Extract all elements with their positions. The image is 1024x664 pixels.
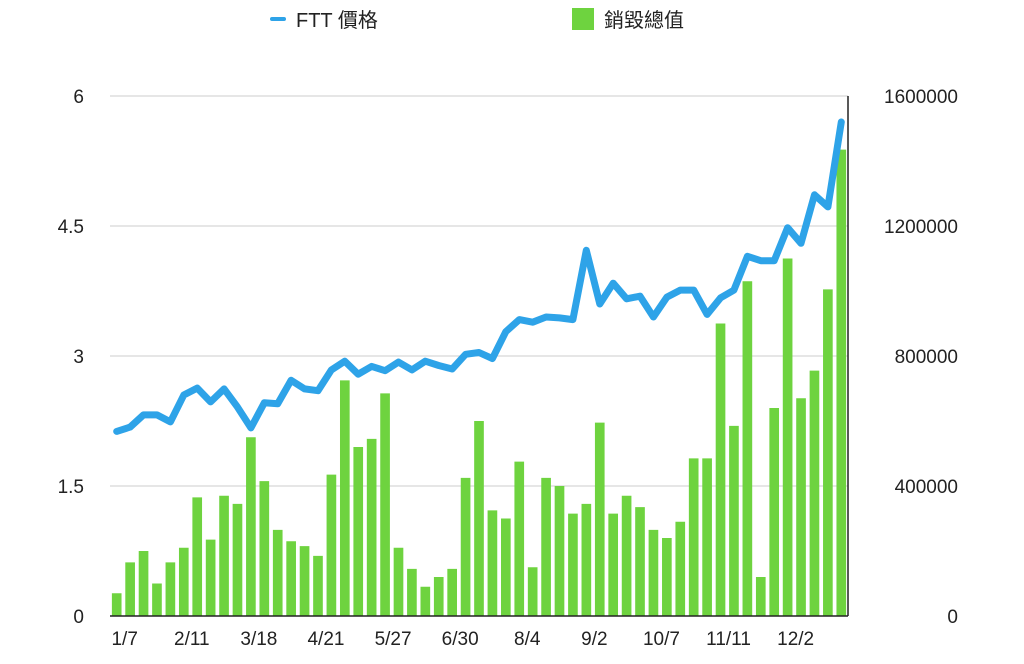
burn-value-bar bbox=[688, 458, 699, 616]
burn-value-bar bbox=[353, 447, 364, 616]
burn-value-bar bbox=[165, 562, 176, 616]
left-axis-tick-label: 6 bbox=[73, 87, 84, 108]
burn-value-bar bbox=[662, 538, 672, 616]
legend-box-swatch bbox=[572, 7, 594, 30]
burn-value-bar bbox=[447, 568, 457, 616]
burn-value-bar bbox=[648, 529, 659, 616]
x-axis-tick-label: 12/2 bbox=[777, 629, 814, 650]
x-axis-tick-label: 10/7 bbox=[643, 629, 680, 650]
burn-value-bar bbox=[380, 393, 390, 616]
burn-value-bar bbox=[755, 577, 766, 616]
burn-value-bar bbox=[205, 539, 216, 616]
burn-value-bar bbox=[152, 583, 162, 616]
burn-value-bar bbox=[554, 486, 565, 616]
x-axis-tick-label: 5/27 bbox=[375, 629, 412, 650]
burn-value-bar bbox=[286, 541, 296, 616]
left-axis-tick-label: 0 bbox=[73, 607, 84, 628]
ftt-price-series-line bbox=[113, 118, 845, 435]
axes bbox=[110, 96, 849, 617]
x-axis-tick-label: 2/11 bbox=[174, 629, 210, 650]
burn-value-bar bbox=[635, 507, 645, 616]
burn-value-bar bbox=[581, 503, 592, 616]
burn-value-bar bbox=[420, 586, 431, 616]
burn-value-bar bbox=[246, 437, 256, 616]
burn-value-bar bbox=[125, 562, 135, 616]
burn-value-bar bbox=[675, 521, 686, 616]
legend-line-swatch bbox=[270, 16, 286, 21]
burn-value-bar bbox=[339, 380, 350, 616]
burn-value-bar bbox=[219, 495, 229, 616]
burn-value-bar bbox=[366, 438, 377, 616]
burn-value-bar bbox=[541, 477, 551, 616]
left-axis-tick-label: 4.5 bbox=[58, 217, 84, 238]
burn-value-bar bbox=[501, 518, 511, 616]
left-axis-tick-label: 1.5 bbox=[58, 477, 84, 498]
legend-item-ftt-price: FTT 價格 bbox=[270, 4, 378, 33]
burn-value-bar bbox=[715, 323, 726, 616]
burn-value-bar bbox=[433, 577, 444, 616]
burn-value-bar bbox=[809, 370, 820, 616]
left-axis-tick-label: 3 bbox=[73, 347, 84, 368]
burn-value-bar bbox=[568, 513, 578, 616]
burn-value-bar bbox=[702, 458, 712, 616]
burn-value-bar bbox=[178, 547, 189, 616]
burn-value-bar bbox=[474, 421, 484, 616]
legend: FTT 價格 銷毀總值 bbox=[0, 4, 1024, 34]
right-axis-tick-label: 800000 bbox=[895, 347, 958, 368]
x-axis-tick-label: 8/4 bbox=[514, 629, 541, 650]
legend-label-ftt-price: FTT 價格 bbox=[296, 10, 378, 32]
burn-value-bar bbox=[823, 289, 833, 616]
legend-label-burn-value: 銷毀總值 bbox=[604, 10, 684, 32]
burn-value-bar bbox=[259, 481, 270, 616]
burn-value-bar bbox=[460, 477, 471, 616]
burn-value-bar bbox=[836, 149, 847, 616]
burn-value-bar bbox=[326, 474, 337, 616]
burn-value-bar bbox=[621, 495, 632, 616]
burn-value-bar bbox=[407, 568, 417, 616]
x-axis-tick-label: 1/7 bbox=[111, 629, 137, 650]
x-axis-tick-label: 4/21 bbox=[307, 629, 344, 650]
burn-value-bar bbox=[313, 555, 323, 616]
burn-value-bar bbox=[608, 513, 619, 616]
left-axis-ticks: 0 1.5 3 4.5 6 bbox=[58, 87, 84, 628]
legend-item-burn-value: 銷毀總值 bbox=[572, 4, 684, 33]
x-axis-ticks: 1/7 2/11 3/18 4/21 5/27 6/30 8/4 9/2 10/7 11/11 12… bbox=[111, 629, 814, 650]
burn-value-bar bbox=[393, 547, 404, 616]
burn-value-bar bbox=[487, 510, 498, 616]
burn-value-bars bbox=[111, 149, 847, 616]
x-axis-tick-label: 9/2 bbox=[581, 629, 607, 650]
burn-value-bar bbox=[782, 258, 793, 616]
burn-value-bar bbox=[796, 398, 806, 616]
burn-value-bar bbox=[742, 281, 753, 616]
right-axis-tick-label: 400000 bbox=[895, 477, 958, 498]
x-axis-tick-label: 6/30 bbox=[442, 629, 479, 650]
burn-value-bar bbox=[272, 529, 283, 616]
x-axis-tick-label: 3/18 bbox=[240, 629, 277, 650]
burn-value-bar bbox=[514, 461, 525, 616]
burn-value-bar bbox=[111, 593, 122, 616]
right-axis-tick-label: 1200000 bbox=[884, 217, 958, 238]
burn-value-bar bbox=[769, 408, 780, 616]
burn-value-bar bbox=[138, 551, 149, 616]
burn-value-bar bbox=[232, 503, 243, 616]
right-axis-tick-label: 1600000 bbox=[884, 87, 958, 108]
burn-value-bar bbox=[192, 497, 203, 616]
burn-value-bar bbox=[594, 422, 605, 616]
x-axis-tick-label: 11/11 bbox=[706, 629, 751, 650]
burn-value-bar bbox=[299, 546, 310, 616]
burn-value-bar bbox=[527, 567, 538, 616]
right-axis-ticks: 0 400000 800000 1200000 1600000 bbox=[884, 87, 958, 628]
right-axis-tick-label: 0 bbox=[947, 607, 958, 628]
burn-value-bar bbox=[729, 425, 739, 616]
ftt-price-line bbox=[113, 118, 845, 435]
